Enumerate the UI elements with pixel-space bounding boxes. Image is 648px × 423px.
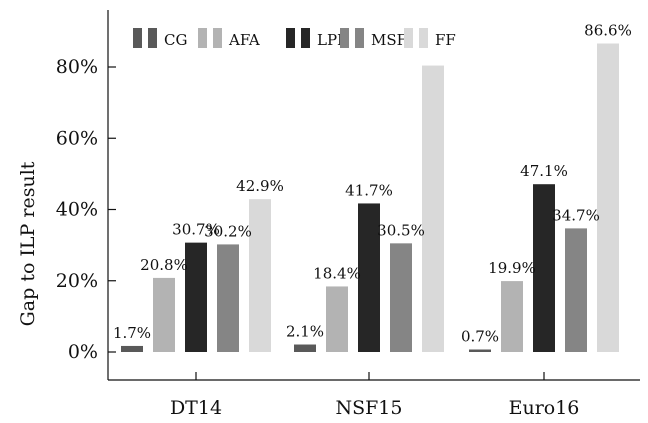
data-label: 2.1%	[286, 323, 324, 341]
data-label: 30.2%	[204, 222, 252, 240]
data-label: 42.9%	[236, 177, 284, 195]
x-tick-label: NSF15	[335, 397, 402, 419]
bar-msf-euro16	[565, 228, 587, 352]
x-tick-label: Euro16	[509, 397, 580, 419]
legend-swatch-cg	[133, 28, 142, 48]
bar-ff-dt14	[249, 199, 271, 352]
legend-label-msf: MSF	[371, 31, 407, 49]
data-label: 47.1%	[520, 162, 568, 180]
legend: CG AFA LPF MSF FF	[133, 28, 456, 49]
bars-group	[121, 43, 619, 353]
bar-afa-nsf15	[326, 286, 348, 352]
data-label: 34.7%	[552, 206, 600, 224]
legend-swatch-msf	[355, 28, 364, 48]
legend-swatch-afa	[198, 28, 207, 48]
legend-swatch-ff	[404, 28, 413, 48]
data-label: 0.7%	[461, 328, 499, 346]
bar-ff-nsf15	[422, 65, 444, 352]
bar-ff-euro16	[597, 43, 619, 353]
bar-lpf-dt14	[185, 242, 207, 352]
data-label: 1.7%	[113, 324, 151, 342]
data-label: 86.6%	[584, 21, 632, 39]
bar-labels-group: 1.7% 20.8% 30.7%30.2% 42.9% 2.1% 18.4% 41.7% 30…	[113, 21, 632, 345]
data-label: 19.9%	[488, 259, 536, 277]
bar-afa-euro16	[501, 281, 523, 352]
legend-label-lpf: LPF	[317, 31, 347, 49]
bar-msf-dt14	[217, 244, 239, 352]
bar-lpf-nsf15	[358, 203, 380, 352]
bar-lpf-euro16	[533, 184, 555, 352]
data-label: 41.7%	[345, 181, 393, 199]
data-label: 30.7%	[172, 221, 220, 239]
y-tick-label: 80%	[56, 56, 98, 78]
legend-swatch-afa	[213, 28, 222, 48]
y-tick-label: 60%	[56, 127, 98, 149]
legend-label-ff: FF	[435, 31, 456, 49]
y-axis-label: Gap to ILP result	[17, 161, 39, 326]
bar-afa-dt14	[153, 277, 175, 352]
legend-swatch-lpf	[301, 28, 310, 48]
y-ticks-group: 0% 20% 40% 60% 80%	[56, 56, 116, 363]
legend-swatch-lpf	[286, 28, 295, 48]
legend-swatch-msf	[340, 28, 349, 48]
data-label: 18.4%	[313, 264, 361, 282]
data-label: 30.5%	[377, 221, 425, 239]
y-tick-label: 0%	[68, 341, 98, 363]
bar-cg-euro16	[469, 349, 491, 352]
bar-cg-dt14	[121, 345, 143, 352]
legend-label-afa: AFA	[228, 31, 260, 49]
x-ticks-group: DT14 NSF15 Euro16	[170, 372, 579, 419]
legend-swatch-ff	[419, 28, 428, 48]
x-tick-label: DT14	[170, 397, 222, 419]
legend-label-cg: CG	[164, 31, 187, 49]
bar-cg-nsf15	[294, 344, 316, 352]
y-tick-label: 40%	[56, 199, 98, 221]
y-tick-label: 20%	[56, 270, 98, 292]
data-label: 20.8%	[140, 256, 188, 274]
bar-msf-nsf15	[390, 243, 412, 352]
axes-group	[107, 10, 640, 381]
legend-swatch-cg	[148, 28, 157, 48]
